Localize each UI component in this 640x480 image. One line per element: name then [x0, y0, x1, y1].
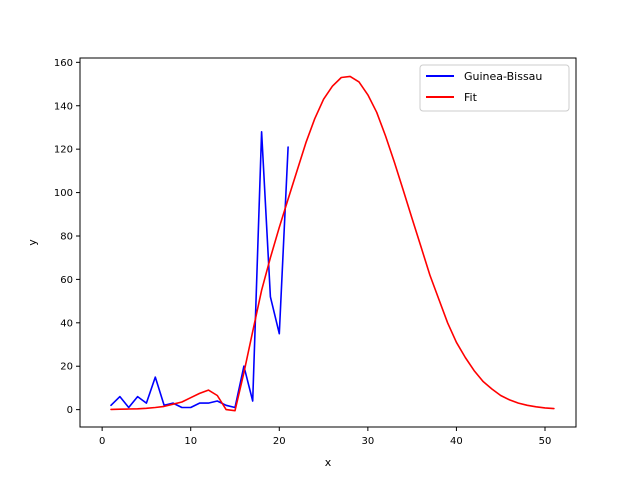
- y-axis-ticks: 0 20 40 60 80 100 120 140 160: [54, 58, 80, 416]
- y-tick-label: 20: [60, 362, 73, 373]
- x-tick-label: 20: [273, 436, 286, 447]
- x-tick-label: 50: [539, 436, 552, 447]
- y-tick-label: 40: [60, 318, 73, 329]
- x-tick-label: 30: [361, 436, 374, 447]
- y-tick-label: 140: [54, 101, 73, 112]
- series-line-guinea-bissau: [110, 131, 289, 409]
- y-tick-label: 60: [60, 275, 73, 286]
- x-axis-label: x: [325, 456, 332, 469]
- y-axis-label: y: [26, 239, 39, 246]
- y-tick-label: 120: [54, 145, 73, 156]
- plot-frame: [79, 57, 577, 428]
- legend-label-guinea-bissau: Guinea-Bissau: [464, 70, 542, 83]
- plot-lines: [110, 75, 555, 412]
- y-tick-label: 100: [54, 188, 73, 199]
- legend: Guinea-Bissau Fit: [419, 64, 570, 112]
- legend-label-fit: Fit: [464, 91, 478, 104]
- series-line-fit: [110, 75, 555, 412]
- y-tick-label: 80: [60, 231, 73, 242]
- y-tick-label: 160: [54, 58, 73, 69]
- x-tick-label: 0: [99, 436, 105, 447]
- y-tick-label: 0: [67, 405, 73, 416]
- x-tick-label: 10: [184, 436, 197, 447]
- x-axis-ticks: 0 10 20 30 40 50: [99, 427, 551, 447]
- x-tick-label: 40: [450, 436, 463, 447]
- legend-box: [419, 64, 570, 112]
